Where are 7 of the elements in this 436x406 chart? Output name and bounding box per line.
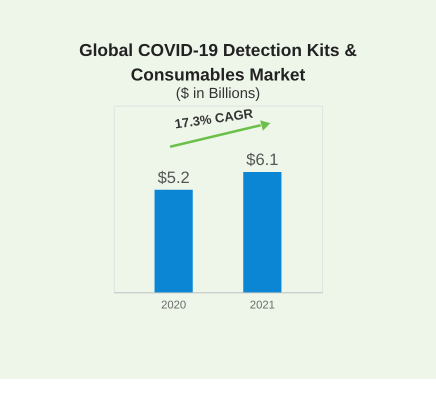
chart-title: Global COVID-19 Detection Kits & Consumables Market (79, 40, 357, 84)
data-label: $6.1 (246, 151, 278, 169)
text: 17.3% CAGR (174, 106, 254, 132)
data-label: $5.2 (158, 168, 190, 187)
chart-subtitle: ($ in Billions) (176, 86, 260, 102)
x-tick-label: 2021 (250, 299, 275, 312)
x-tick-label: 2020 (161, 299, 186, 312)
